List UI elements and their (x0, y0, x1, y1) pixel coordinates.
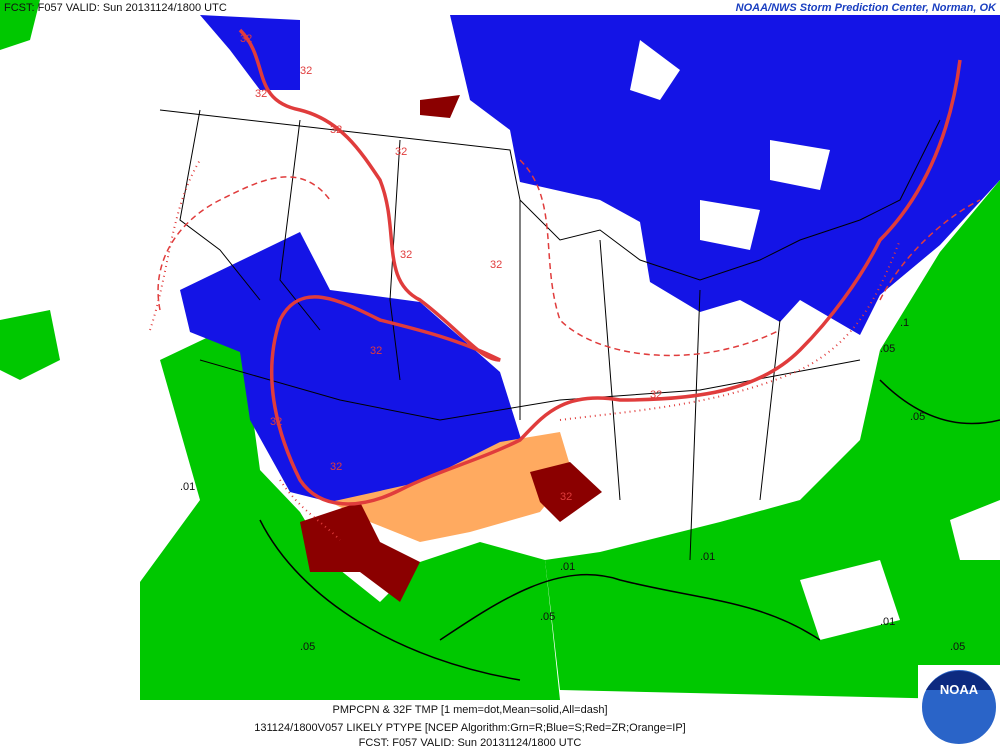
noaa-logo: NOAA (918, 665, 1000, 750)
mean-32f-line (238, 28, 962, 506)
snow-area (450, 15, 1000, 335)
contour-label: .01 (700, 551, 715, 563)
snow-area (180, 232, 522, 502)
header-right: NOAA/NWS Storm Prediction Center, Norman… (736, 2, 997, 14)
contour-label: 32 (330, 124, 342, 136)
footer-line: 131124/1800V057 LIKELY PTYPE [NCEP Algor… (254, 722, 686, 734)
footer-line: FCST: F057 VALID: Sun 20131124/1800 UTC (359, 737, 582, 749)
sleet-area (330, 432, 572, 542)
rain-area (0, 0, 250, 700)
contour-label: .05 (880, 343, 895, 355)
header-left: FCST: F057 VALID: Sun 20131124/1800 UTC (4, 2, 227, 14)
contour-label: 32 (255, 88, 267, 100)
contour-label: .05 (910, 411, 925, 423)
contour-label: .05 (950, 641, 965, 653)
contour-label: 32 (300, 65, 312, 77)
state-line (199, 359, 861, 421)
member-32f-line (149, 159, 901, 541)
contour-line (259, 379, 1000, 681)
contour-label: 32 (650, 389, 662, 401)
freezing-lines (149, 28, 981, 541)
contour-label: .1 (900, 317, 909, 329)
all-32f-line (157, 159, 981, 357)
no-precip-hole (630, 40, 830, 250)
contour-labels: 32 32 32 32 32 32 32 32 32 32 32 32 .05 .01 .05 .1 .05 .0… (180, 33, 965, 653)
state-line (179, 109, 781, 561)
freezing-rain-area (300, 95, 602, 602)
precip-areas (0, 0, 1000, 700)
contour-label: 32 (560, 491, 572, 503)
no-precip-hole (800, 500, 1000, 640)
logo-top (926, 670, 992, 690)
contour-label: 32 (330, 461, 342, 473)
contour-label: 32 (400, 249, 412, 261)
contour-label: 32 (370, 345, 382, 357)
contour-label: 32 (270, 416, 282, 428)
rain-area (140, 322, 560, 700)
border-line (159, 109, 941, 281)
contour-label: 32 (490, 259, 502, 271)
contour-label: .05 (540, 611, 555, 623)
snow-area (200, 15, 300, 90)
contour-label: 32 (395, 146, 407, 158)
contour-label: .01 (560, 561, 575, 573)
boundaries (159, 109, 1000, 681)
logo-text: NOAA (940, 682, 979, 697)
contour-label: .01 (880, 616, 895, 628)
contour-label: .05 (300, 641, 315, 653)
contour-label: .01 (180, 481, 195, 493)
rain-area (545, 180, 1000, 700)
footer-line: PMPCPN & 32F TMP [1 mem=dot,Mean=solid,A… (332, 704, 607, 716)
contour-label: 32 (240, 33, 252, 45)
contour-line (439, 573, 821, 641)
